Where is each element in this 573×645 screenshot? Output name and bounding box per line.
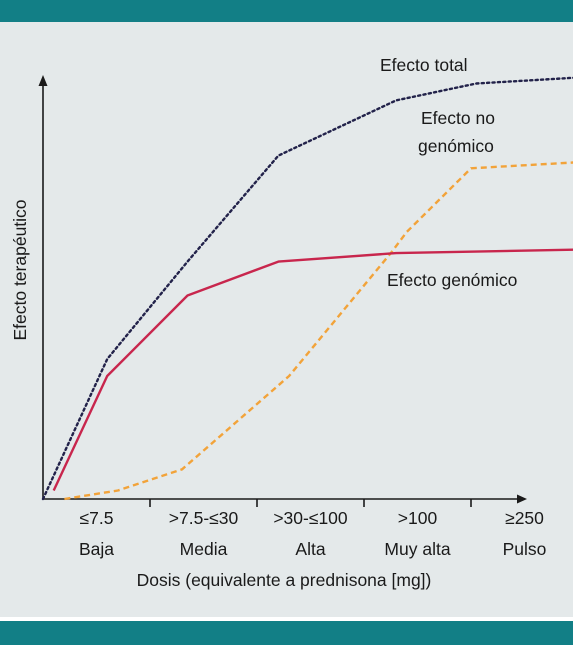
- x-tick-label-level-4: Pulso: [503, 539, 547, 559]
- y-axis-arrowhead: [38, 75, 48, 86]
- series-label-efecto-no-genomico-line-0: Efecto no: [421, 108, 495, 128]
- x-tick-label-range-0: ≤7.5: [80, 508, 114, 528]
- x-tick-label-level-0: Baja: [79, 539, 114, 559]
- x-tick-label-level-3: Muy alta: [384, 539, 450, 559]
- chart-axes: [38, 75, 527, 507]
- x-axis-arrowhead: [517, 494, 527, 504]
- x-tick-label-range-2: >30-≤100: [273, 508, 348, 528]
- x-tick-label-range-4: ≥250: [505, 508, 544, 528]
- x-tick-label-level-1: Media: [180, 539, 228, 559]
- x-axis-title: Dosis (equivalente a prednisona [mg]): [137, 570, 432, 590]
- series-line-efecto-total: [41, 76, 573, 501]
- x-tick-label-range-3: >100: [398, 508, 438, 528]
- series-line-efecto-genomico: [52, 248, 573, 492]
- bottom-accent-edge: [0, 617, 573, 621]
- bottom-accent-band: [0, 621, 573, 645]
- series-layer: [41, 76, 573, 501]
- x-tick-label-range-1: >7.5-≤30: [169, 508, 239, 528]
- labels-layer: ≤7.5 Baja >7.5-≤30 Media >30-≤100 Alta >100 Muy…: [10, 55, 546, 590]
- series-label-efecto-total: Efecto total: [380, 55, 468, 75]
- y-axis-title: Efecto terapéutico: [10, 199, 30, 340]
- series-label-efecto-genomico: Efecto genómico: [387, 270, 517, 290]
- top-accent-band: [0, 0, 573, 22]
- x-tick-label-level-2: Alta: [295, 539, 325, 559]
- series-line-efecto-no-genomico: [64, 161, 573, 501]
- series-label-efecto-no-genomico-line-1: genómico: [418, 136, 494, 156]
